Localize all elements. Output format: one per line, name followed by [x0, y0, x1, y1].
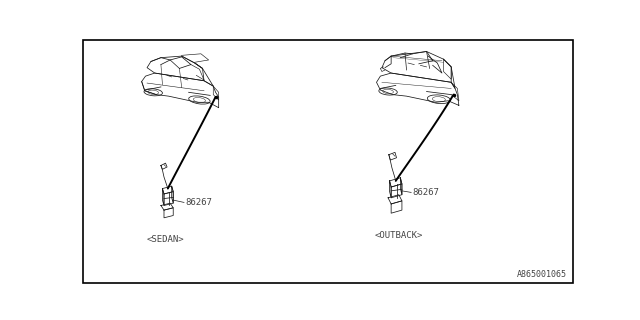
Text: 86267: 86267: [186, 198, 212, 207]
Text: <OUTBACK>: <OUTBACK>: [374, 231, 422, 240]
Text: 86267: 86267: [413, 188, 440, 197]
Text: A865001065: A865001065: [516, 270, 566, 279]
Text: <SEDAN>: <SEDAN>: [147, 235, 185, 244]
